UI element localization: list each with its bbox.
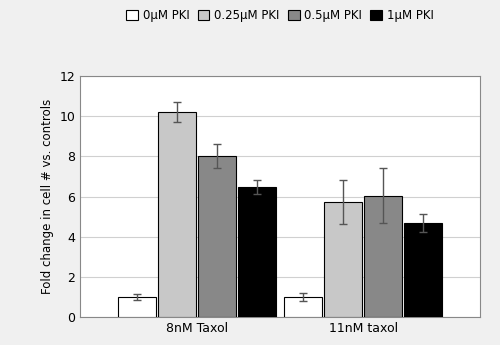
Bar xyxy=(158,112,196,317)
Bar xyxy=(404,223,442,317)
Bar xyxy=(284,297,322,317)
Bar xyxy=(238,187,276,317)
Bar xyxy=(198,156,236,317)
Bar xyxy=(118,297,156,317)
Bar xyxy=(324,202,362,317)
Y-axis label: Fold change in cell # vs. controls: Fold change in cell # vs. controls xyxy=(40,99,54,294)
Legend: 0μM PKI, 0.25μM PKI, 0.5μM PKI, 1μM PKI: 0μM PKI, 0.25μM PKI, 0.5μM PKI, 1μM PKI xyxy=(122,4,438,27)
Bar xyxy=(364,196,402,317)
